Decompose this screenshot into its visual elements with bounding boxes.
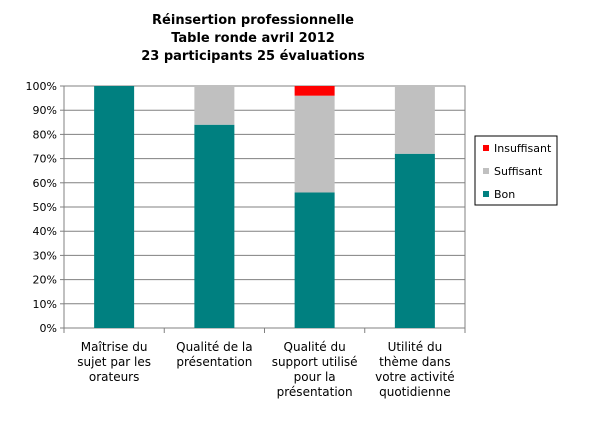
x-category-label-line: support utilisé <box>272 355 358 369</box>
chart-title: Réinsertion professionnelle Table ronde a… <box>141 13 365 64</box>
bar-segment-suffisant <box>394 86 435 154</box>
bar-segment-bon <box>294 192 335 328</box>
x-category-label-line: Maîtrise du <box>81 340 148 354</box>
x-category-label-line: Qualité de la <box>176 340 252 354</box>
y-tick-label: 30% <box>33 249 57 262</box>
y-tick-label: 50% <box>33 201 57 214</box>
bar-segment-suffisant <box>194 86 235 125</box>
x-category-label-line: Qualité du <box>284 340 346 354</box>
x-category-label-line: thème dans <box>379 355 450 369</box>
x-category-label-line: votre activité <box>375 370 455 384</box>
bar-segment-bon <box>94 86 135 328</box>
x-category-label-line: présentation <box>176 355 252 369</box>
x-category-label-line: Utilité du <box>388 340 443 354</box>
y-tick-label: 60% <box>33 177 57 190</box>
legend-label-insuffisant: Insuffisant <box>494 142 552 155</box>
legend-swatch-insuffisant <box>483 145 489 151</box>
legend-label-bon: Bon <box>494 188 515 201</box>
legend-swatch-suffisant <box>483 168 489 174</box>
x-category-label-line: sujet par les <box>77 355 151 369</box>
bars <box>94 86 435 328</box>
legend: Insuffisant Suffisant Bon <box>474 135 558 206</box>
chart-title-line: 23 participants 25 évaluations <box>141 49 365 64</box>
bar-segment-insuffisant <box>294 86 335 96</box>
y-tick-label: 90% <box>33 104 57 117</box>
bar-segment-bon <box>194 124 235 328</box>
x-category-label-line: présentation <box>277 385 353 399</box>
legend-swatch-bon <box>483 191 489 197</box>
y-tick-label: 20% <box>33 274 57 287</box>
bar-segment-bon <box>394 153 435 328</box>
y-tick-label: 10% <box>33 298 57 311</box>
y-tick-label: 0% <box>40 322 57 335</box>
y-tick-label: 100% <box>26 80 57 93</box>
x-category-label-line: orateurs <box>89 370 140 384</box>
chart-title-line: Réinsertion professionnelle <box>152 13 354 28</box>
legend-label-suffisant: Suffisant <box>494 165 543 178</box>
y-tick-label: 70% <box>33 153 57 166</box>
x-category-label-line: pour la <box>294 370 336 384</box>
y-tick-label: 80% <box>33 128 57 141</box>
y-tick-label: 40% <box>33 225 57 238</box>
bar-segment-suffisant <box>294 95 335 193</box>
y-axis: 0% 10% 20% 30% 40% 50% 60% 70% 80% 90% 100% <box>26 80 64 335</box>
chart-title-line: Table ronde avril 2012 <box>171 31 335 46</box>
x-category-label-line: quotidienne <box>379 385 451 399</box>
